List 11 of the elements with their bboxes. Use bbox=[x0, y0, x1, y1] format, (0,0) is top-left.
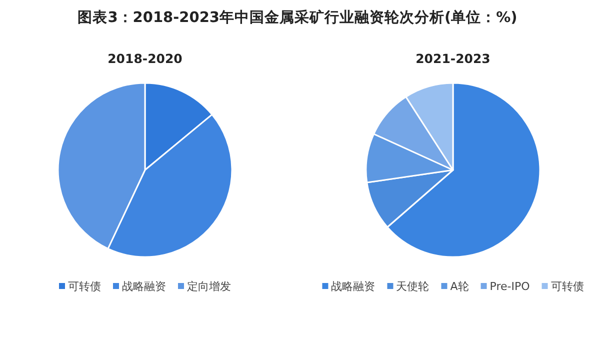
legend-label: 战略融资 bbox=[331, 280, 376, 293]
legend-label: A轮 bbox=[450, 280, 469, 293]
chart-title: 2018-2020 bbox=[108, 51, 183, 66]
legend-label: 可转债 bbox=[68, 280, 101, 293]
legend-label: 天使轮 bbox=[396, 280, 430, 293]
legend-label: 战略融资 bbox=[122, 280, 166, 293]
legend-label: 可转债 bbox=[550, 280, 584, 293]
chart-title: 2021-2023 bbox=[416, 51, 490, 66]
legend-label: Pre-IPO bbox=[490, 280, 530, 293]
legend-label: 定向增发 bbox=[187, 280, 231, 293]
text: 图表3：2018-2023年中国金属采矿行业融资轮次分析(单位：%) bbox=[78, 8, 518, 26]
